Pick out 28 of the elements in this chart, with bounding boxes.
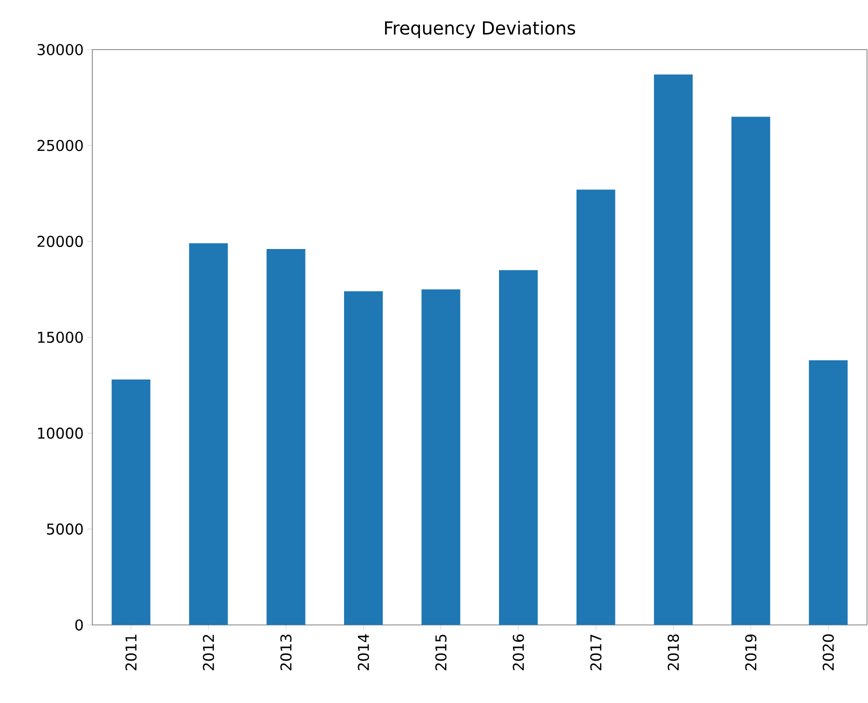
x-tick-label: 2012 (202, 634, 214, 670)
x-tick-label: 2015 (435, 634, 447, 670)
x-tick-label: 2019 (745, 634, 756, 670)
x-tick-label: 2014 (358, 634, 370, 670)
bar (189, 243, 228, 625)
x-tick-label: 2016 (512, 634, 524, 670)
x-tick-label: 2013 (280, 634, 292, 670)
y-tick-label: 30000 (38, 44, 83, 56)
bar (112, 379, 150, 625)
bar (499, 270, 538, 625)
bar (731, 116, 770, 625)
bar (344, 291, 383, 625)
y-tick-label: 15000 (38, 331, 83, 343)
y-tick-label: 10000 (38, 427, 83, 439)
y-tick-label: 25000 (38, 140, 83, 151)
y-tick-label: 20000 (38, 236, 83, 247)
chart-title: Frequency Deviations (385, 20, 576, 38)
x-tick-label: 2020 (822, 634, 834, 670)
bar (576, 189, 616, 625)
bar (266, 248, 306, 625)
bar (654, 74, 693, 625)
x-tick-label: 2017 (590, 634, 602, 670)
bar (422, 289, 460, 625)
y-tick-label: 5000 (47, 523, 83, 535)
x-tick-label: 2018 (668, 634, 679, 670)
bar (808, 360, 848, 625)
y-tick-label: 0 (75, 619, 83, 630)
x-tick-label: 2011 (125, 634, 137, 670)
